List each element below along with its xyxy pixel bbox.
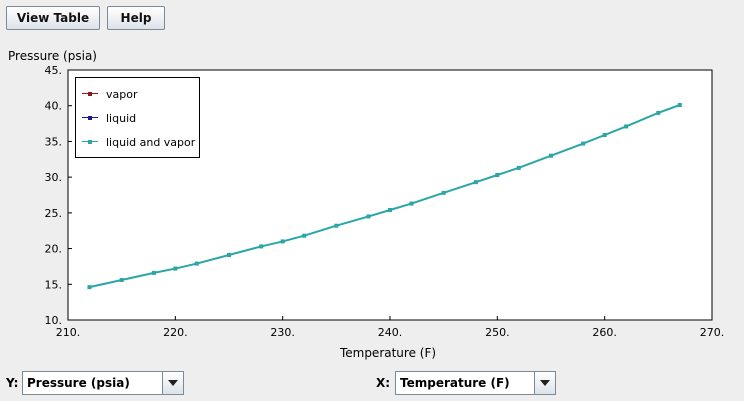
legend-item-liquid-and-vapor: liquid and vapor — [82, 134, 195, 150]
data-point — [581, 141, 586, 146]
view-table-button[interactable]: View Table — [6, 6, 100, 30]
data-point — [656, 110, 661, 115]
data-point — [409, 201, 414, 206]
data-point — [227, 253, 231, 257]
data-point — [677, 103, 682, 107]
y-tick-label: 35. — [45, 135, 63, 148]
legend-swatch-liquid — [82, 113, 98, 123]
y-axis-select-value: Pressure (psia) — [27, 376, 130, 390]
x-tick-label: 250. — [485, 326, 510, 339]
y-tick-label: 25. — [45, 207, 63, 220]
data-point — [516, 165, 521, 170]
legend-label: liquid and vapor — [106, 135, 196, 149]
y-tick-label: 40. — [45, 100, 63, 113]
data-point — [441, 190, 446, 195]
y-tick-label: 10. — [45, 314, 63, 327]
y-tick-label: 15. — [45, 278, 63, 291]
x-axis-select[interactable]: Temperature (F) — [395, 371, 556, 395]
chevron-down-icon — [168, 380, 178, 386]
help-button[interactable]: Help — [107, 6, 165, 30]
legend: vapor liquid liquid and vapor — [75, 77, 200, 158]
x-tick-label: 270. — [700, 326, 725, 339]
x-select-dropdown-button[interactable] — [534, 372, 555, 394]
data-point — [602, 133, 607, 137]
data-point — [280, 239, 285, 244]
x-tick-label: 240. — [378, 326, 403, 339]
x-axis-select-value: Temperature (F) — [400, 376, 510, 390]
x-tick-label: 230. — [270, 326, 295, 339]
y-select-dropdown-button[interactable] — [162, 372, 183, 394]
legend-item-vapor: vapor — [82, 86, 138, 102]
data-point — [302, 233, 307, 238]
data-point — [119, 278, 124, 282]
legend-swatch-vapor — [82, 89, 98, 99]
x-tick-label: 220. — [163, 326, 188, 339]
y-axis-title: Pressure (psia) — [8, 49, 97, 63]
data-point — [388, 208, 392, 212]
legend-label: vapor — [106, 87, 138, 101]
x-tick-label: 260. — [592, 326, 617, 339]
chart-panel: Pressure (psia) 210. 220. 230. 240. 250. 260.… — [0, 40, 744, 365]
data-point — [151, 270, 156, 275]
y-tick-label: 20. — [45, 243, 63, 256]
y-selector-label: Y: — [6, 376, 19, 390]
data-point — [173, 266, 178, 271]
data-point — [334, 223, 339, 228]
data-point — [495, 173, 500, 177]
y-tick-label: 30. — [45, 171, 63, 184]
x-selector-label: X: — [376, 376, 391, 390]
data-point — [87, 285, 92, 290]
x-axis-title: Temperature (F) — [339, 346, 437, 360]
data-point — [549, 153, 553, 158]
legend-swatch-liquid-and-vapor — [82, 137, 98, 147]
x-tick-label: 210. — [56, 326, 81, 339]
chevron-down-icon — [540, 380, 550, 386]
data-point — [366, 214, 371, 219]
y-axis-select[interactable]: Pressure (psia) — [22, 371, 184, 395]
data-point — [259, 244, 264, 249]
y-tick-label: 45. — [45, 64, 63, 77]
data-point — [624, 124, 629, 129]
data-point — [194, 261, 199, 266]
legend-label: liquid — [106, 111, 137, 125]
data-point — [473, 180, 478, 185]
legend-item-liquid: liquid — [82, 110, 136, 126]
